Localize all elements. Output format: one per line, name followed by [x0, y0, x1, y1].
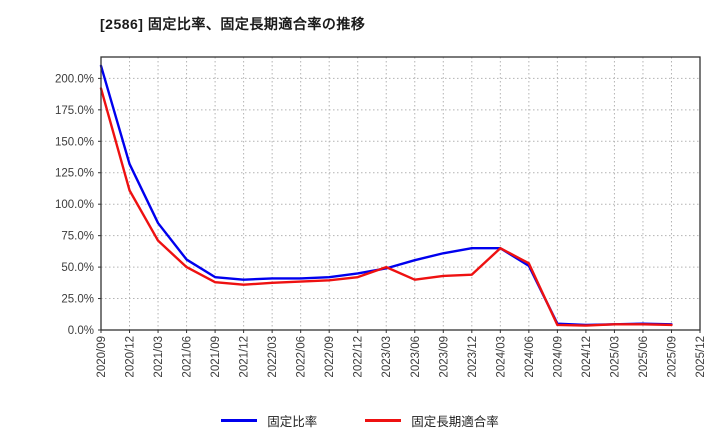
x-tick-label: 2021/03: [153, 336, 165, 378]
x-tick-label: 2023/06: [410, 336, 422, 378]
y-tick-label: 175.0%: [55, 105, 94, 117]
x-tick-label: 2025/12: [695, 336, 707, 378]
x-tick-label: 2023/12: [467, 336, 479, 378]
y-tick-label: 125.0%: [55, 168, 94, 180]
x-tick-label: 2021/12: [239, 336, 251, 378]
x-tick-label: 2025/06: [638, 336, 650, 378]
y-tick-label: 150.0%: [55, 136, 94, 148]
x-tick-label: 2025/03: [609, 336, 621, 378]
x-tick-label: 2024/03: [495, 336, 507, 378]
series-line-固定長期適合率: [99, 87, 673, 327]
legend-line-swatch: [365, 418, 402, 422]
legend-item-固定長期適合率: 固定長期適合率: [365, 411, 499, 430]
x-tick-label: 2025/09: [666, 336, 678, 378]
x-tick-label: 2022/03: [267, 336, 279, 378]
plot-border: [100, 56, 701, 331]
x-tick-label: 2024/06: [524, 336, 536, 378]
chart-legend: 固定比率 固定長期適合率: [0, 407, 720, 433]
x-tick-label: 2022/09: [324, 336, 336, 378]
y-tick-label: 0.0%: [68, 325, 94, 337]
chart-title: [2586] 固定比率、固定長期適合率の推移: [100, 16, 366, 32]
legend-line-swatch: [221, 418, 258, 422]
y-tick-label: 100.0%: [55, 199, 94, 211]
x-tick-label: 2024/12: [581, 336, 593, 378]
y-tick-label: 25.0%: [61, 294, 94, 306]
x-tick-label: 2020/12: [125, 336, 137, 378]
x-tick-label: 2021/06: [182, 336, 194, 378]
x-tick-label: 2023/03: [381, 336, 393, 378]
x-tick-label: 2021/09: [210, 336, 222, 378]
x-tick-label: 2022/06: [296, 336, 308, 378]
y-tick-label: 75.0%: [61, 231, 94, 243]
x-tick-label: 2020/09: [96, 336, 108, 378]
x-tick-label: 2024/09: [552, 336, 564, 378]
y-tick-label: 200.0%: [55, 73, 94, 85]
x-tick-label: 2022/12: [353, 336, 365, 378]
legend-item-固定比率: 固定比率: [221, 411, 317, 430]
y-tick-label: 50.0%: [61, 262, 94, 274]
legend-label: 固定長期適合率: [411, 414, 499, 429]
legend-label: 固定比率: [267, 414, 318, 429]
x-tick-label: 2023/09: [438, 336, 450, 378]
